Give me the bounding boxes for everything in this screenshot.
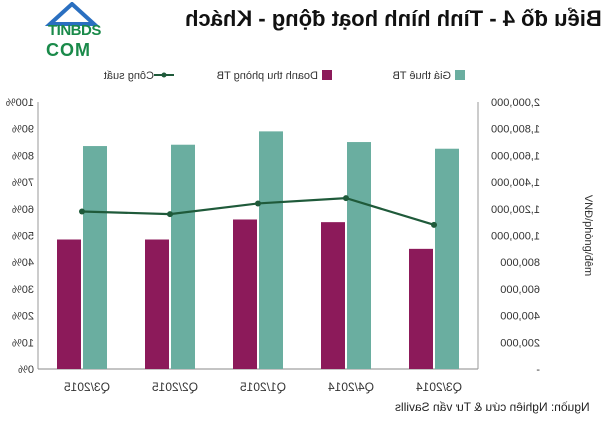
y-percent-tick-label: 10% [12,337,34,349]
y-percent-tick-label: 30% [12,284,34,296]
x-tick-label: Q3/2015 [64,380,110,394]
y-vnd-tick-label: 1,400,000 [491,177,540,189]
y-percent-tick-label: 90% [12,124,34,136]
bar-rent [347,142,371,369]
point-occupancy [343,195,349,202]
point-occupancy [431,221,437,228]
y-vnd-tick-label: 400,000 [500,311,540,323]
bar-revenue [321,222,345,369]
bar-revenue [145,239,169,369]
bar-revenue [409,248,433,369]
y-vnd-axis-title: VNĐ/phòng/đêm [582,195,594,276]
y-vnd-tick-label: 1,200,000 [491,204,540,216]
y-vnd-tick-label: 1,800,000 [491,124,540,136]
y-vnd-tick-label: - [536,364,540,376]
y-percent-tick-label: 60% [12,204,34,216]
y-vnd-tick-label: 2,000,000 [491,97,540,109]
y-percent-tick-label: 50% [12,231,34,243]
y-percent-tick-label: 80% [12,150,34,162]
x-tick-label: Q1/2015 [240,380,286,394]
point-occupancy [167,211,173,218]
legend-swatch [455,70,465,80]
bar-revenue [57,239,81,369]
legend-swatch [322,70,332,80]
y-percent-tick-label: 0% [18,364,34,376]
house-icon [44,2,100,26]
x-tick-label: Q2/2015 [152,380,198,394]
logo-text-bottom: COM [46,40,91,60]
y-vnd-tick-label: 1,600,000 [491,150,540,162]
legend-label: Giá thuê TB [393,70,452,82]
logo-text-top: TINBDS [48,22,101,39]
y-percent-tick-label: 100% [6,97,34,109]
legend-label: Doanh thu phòng TB [217,70,318,82]
legend-swatch-marker [161,72,167,78]
point-occupancy [79,208,85,215]
y-vnd-tick-label: 1,000,000 [491,231,540,243]
x-tick-label: Q4/2014 [328,380,374,394]
site-logo: TINBDS COM [42,2,108,64]
point-occupancy [255,200,261,207]
y-percent-tick-label: 70% [12,177,34,189]
x-tick-label: Q3/2014 [416,380,462,394]
legend-label: Công suất [104,70,154,82]
bar-rent [259,131,283,369]
source-note: Nguồn: Nghiên cứu & Tư vấn Savills [395,400,590,414]
y-vnd-tick-label: 200,000 [500,337,540,349]
y-vnd-tick-label: 800,000 [500,257,540,269]
bar-rent [171,144,195,369]
bar-rent [435,148,459,369]
y-percent-tick-label: 40% [12,257,34,269]
bar-revenue [233,219,257,369]
y-vnd-tick-label: 600,000 [500,284,540,296]
bar-rent [83,146,107,369]
y-percent-tick-label: 20% [12,311,34,323]
